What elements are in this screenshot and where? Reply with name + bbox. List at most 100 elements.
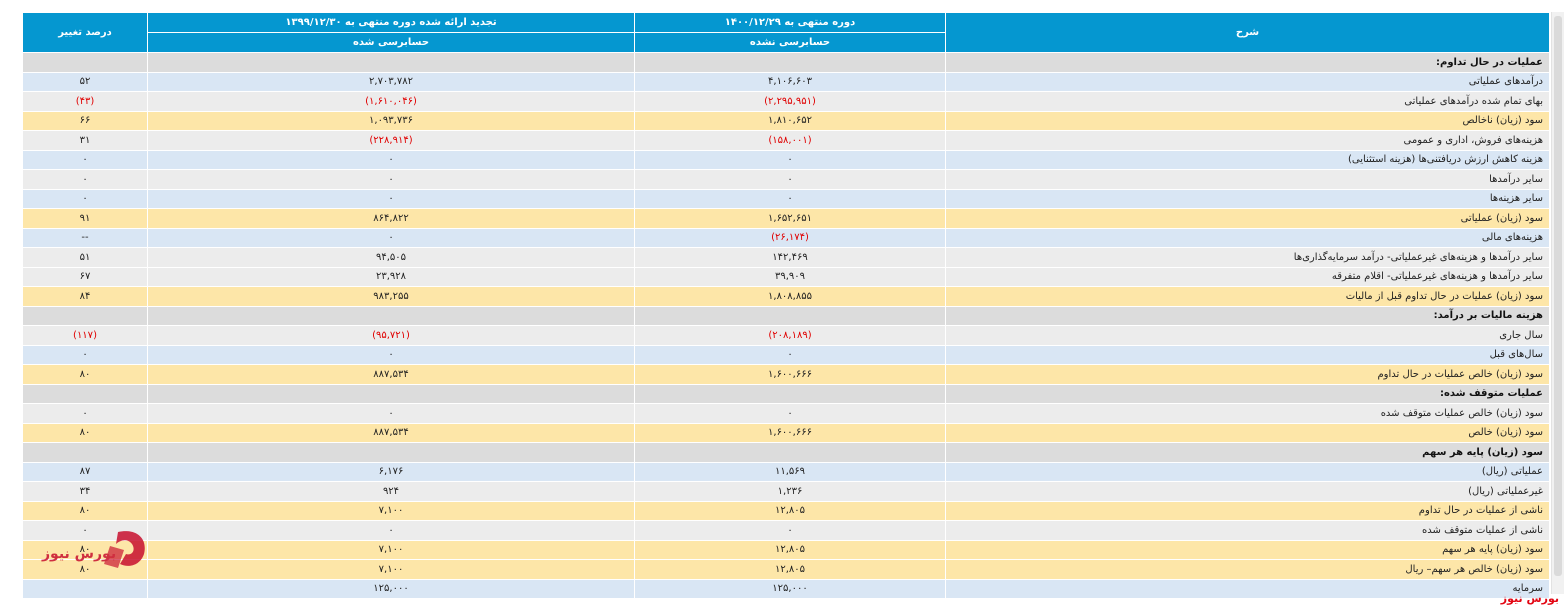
- section-row: هزینه مالیات بر درآمد:: [22, 305, 1550, 326]
- table-row: هزینه کاهش ارزش دریافتنی‌ها (هزینه استثن…: [22, 149, 1550, 170]
- row-previous-value: ۸۸۷,۵۳۴: [147, 422, 635, 443]
- table-row: سایر درآمدها و هزینه‌های غیرعملیاتی- اقل…: [22, 266, 1550, 287]
- row-current-value: ۱۲,۸۰۵: [634, 500, 946, 521]
- table-row: ناشی از عملیات متوقف شده ۰ ۰ ۰: [22, 520, 1550, 541]
- row-current-value: ۱۱,۵۶۹: [634, 461, 946, 482]
- row-percent-change: ۹۱: [22, 208, 148, 229]
- row-description: سود (زیان) خالص عملیات متوقف شده: [945, 403, 1550, 424]
- section-row: سود (زیان) پایه هر سهم: [22, 442, 1550, 463]
- row-previous-value: ۰: [147, 149, 635, 170]
- section-row: عملیات در حال تداوم:: [22, 52, 1550, 73]
- table-row: سود (زیان) ناخالص ۱,۸۱۰,۶۵۲ ۱,۰۹۳,۷۳۶ ۶۶: [22, 110, 1550, 131]
- row-previous-value: ۰: [147, 344, 635, 365]
- row-description: سود (زیان) خالص هر سهم– ریال: [945, 559, 1550, 580]
- row-percent-change: ۰: [22, 169, 148, 190]
- row-previous-value: (۹۵,۷۲۱): [147, 325, 635, 346]
- table-row: سود (زیان) خالص ۱,۶۰۰,۶۶۶ ۸۸۷,۵۳۴ ۸۰: [22, 422, 1550, 443]
- row-percent-change: ۵۲: [22, 71, 148, 92]
- table-row: غیرعملیاتی (ریال) ۱,۲۳۶ ۹۲۴ ۳۴: [22, 481, 1550, 502]
- row-current-value: ۱۲,۸۰۵: [634, 539, 946, 560]
- scrollbar-thumb[interactable]: [1554, 16, 1562, 576]
- section-row: عملیات متوقف شده:: [22, 383, 1550, 404]
- row-description: سایر درآمدها و هزینه‌های غیرعملیاتی- اقل…: [945, 266, 1550, 287]
- row-percent-change: ۰: [22, 188, 148, 209]
- row-previous-value: ۷,۱۰۰: [147, 539, 635, 560]
- row-current-value: ۱,۸۰۸,۸۵۵: [634, 286, 946, 307]
- row-percent-change: (۱۱۷): [22, 325, 148, 346]
- row-percent-change: [22, 578, 148, 599]
- table-row: سال‌های قبل ۰ ۰ ۰: [22, 344, 1550, 365]
- row-description: سود (زیان) ناخالص: [945, 110, 1550, 131]
- table-row: سود (زیان) عملیات در حال تداوم قبل از ما…: [22, 286, 1550, 307]
- table-header: شرح دوره منتهی به ۱۴۰۰/۱۲/۲۹ تجدید ارائه…: [22, 12, 1550, 53]
- table-row: سایر هزینه‌ها ۰ ۰ ۰: [22, 188, 1550, 209]
- row-previous-value: [147, 305, 635, 326]
- row-description: سایر درآمدها: [945, 169, 1550, 190]
- row-previous-value: ۷,۱۰۰: [147, 559, 635, 580]
- row-description: درآمدهای عملیاتی: [945, 71, 1550, 92]
- header-previous-audit-status: حسابرسی شده: [147, 32, 635, 53]
- row-percent-change: [22, 305, 148, 326]
- row-current-value: ۴,۱۰۶,۶۰۳: [634, 71, 946, 92]
- row-current-value: ۱۲,۸۰۵: [634, 559, 946, 580]
- row-description: سال‌های قبل: [945, 344, 1550, 365]
- bourse-news-logo: بورس نیوز: [41, 531, 145, 568]
- table-row: عملیاتی (ریال) ۱۱,۵۶۹ ۶,۱۷۶ ۸۷: [22, 461, 1550, 482]
- row-description: سایر درآمدها و هزینه‌های غیرعملیاتی- درآ…: [945, 247, 1550, 268]
- row-description: سال جاری: [945, 325, 1550, 346]
- row-previous-value: ۰: [147, 188, 635, 209]
- table-body: عملیات در حال تداوم: درآمدهای عملیاتی ۴,۱۰…: [22, 52, 1550, 599]
- row-percent-change: ۸۰: [22, 500, 148, 521]
- table-row: سال جاری (۲۰۸,۱۸۹) (۹۵,۷۲۱) (۱۱۷): [22, 325, 1550, 346]
- row-percent-change: ۸۴: [22, 286, 148, 307]
- header-current-audit-status: حسابرسی نشده: [634, 32, 946, 53]
- table-row: سرمایه ۱۲۵,۰۰۰ ۱۲۵,۰۰۰: [22, 578, 1550, 599]
- row-previous-value: [147, 383, 635, 404]
- row-percent-change: ۸۰: [22, 364, 148, 385]
- row-description: هزینه‌های فروش، اداری و عمومی: [945, 130, 1550, 151]
- row-percent-change: ۳۱: [22, 130, 148, 151]
- row-current-value: [634, 52, 946, 73]
- row-current-value: ۰: [634, 169, 946, 190]
- row-percent-change: ۸۰: [22, 422, 148, 443]
- header-description: شرح: [945, 12, 1550, 53]
- row-previous-value: ۲,۷۰۳,۷۸۲: [147, 71, 635, 92]
- row-current-value: ۳۹,۹۰۹: [634, 266, 946, 287]
- row-previous-value: ۱۲۵,۰۰۰: [147, 578, 635, 599]
- row-percent-change: ۵۱: [22, 247, 148, 268]
- row-current-value: ۰: [634, 188, 946, 209]
- row-description: سرمایه: [945, 578, 1550, 599]
- row-current-value: ۱,۸۱۰,۶۵۲: [634, 110, 946, 131]
- row-description: هزینه کاهش ارزش دریافتنی‌ها (هزینه استثن…: [945, 149, 1550, 170]
- table-row: سایر درآمدها و هزینه‌های غیرعملیاتی- درآ…: [22, 247, 1550, 268]
- row-current-value: ۰: [634, 403, 946, 424]
- row-current-value: (۲۶,۱۷۴): [634, 227, 946, 248]
- row-current-value: [634, 305, 946, 326]
- row-percent-change: [22, 52, 148, 73]
- row-percent-change: [22, 442, 148, 463]
- row-percent-change: ۶۷: [22, 266, 148, 287]
- row-description: ناشی از عملیات در حال تداوم: [945, 500, 1550, 521]
- row-previous-value: (۲۲۸,۹۱۴): [147, 130, 635, 151]
- row-current-value: ۰: [634, 149, 946, 170]
- table-row: سود (زیان) خالص هر سهم– ریال ۱۲,۸۰۵ ۷,۱۰۰ ۸…: [22, 559, 1550, 580]
- row-previous-value: [147, 52, 635, 73]
- row-previous-value: ۹۴,۵۰۵: [147, 247, 635, 268]
- row-percent-change: ۶۶: [22, 110, 148, 131]
- row-current-value: (۲۰۸,۱۸۹): [634, 325, 946, 346]
- row-previous-value: ۰: [147, 520, 635, 541]
- row-current-value: [634, 383, 946, 404]
- row-previous-value: ۰: [147, 227, 635, 248]
- row-previous-value: ۰: [147, 169, 635, 190]
- table-row: سود (زیان) پایه هر سهم ۱۲,۸۰۵ ۷,۱۰۰ ۸۰: [22, 539, 1550, 560]
- income-statement-table: شرح دوره منتهی به ۱۴۰۰/۱۲/۲۹ تجدید ارائه…: [22, 12, 1550, 599]
- row-previous-value: ۹۸۳,۲۵۵: [147, 286, 635, 307]
- vertical-scrollbar[interactable]: [1551, 12, 1564, 594]
- row-previous-value: ۶,۱۷۶: [147, 461, 635, 482]
- row-current-value: ۱,۶۰۰,۶۶۶: [634, 364, 946, 385]
- table-row: سود (زیان) خالص عملیات متوقف شده ۰ ۰ ۰: [22, 403, 1550, 424]
- watermark-text: بورس نیوز: [1500, 592, 1559, 605]
- table-row: ناشی از عملیات در حال تداوم ۱۲,۸۰۵ ۷,۱۰۰ ۸۰: [22, 500, 1550, 521]
- row-percent-change: ۰: [22, 344, 148, 365]
- row-description: عملیات در حال تداوم:: [945, 52, 1550, 73]
